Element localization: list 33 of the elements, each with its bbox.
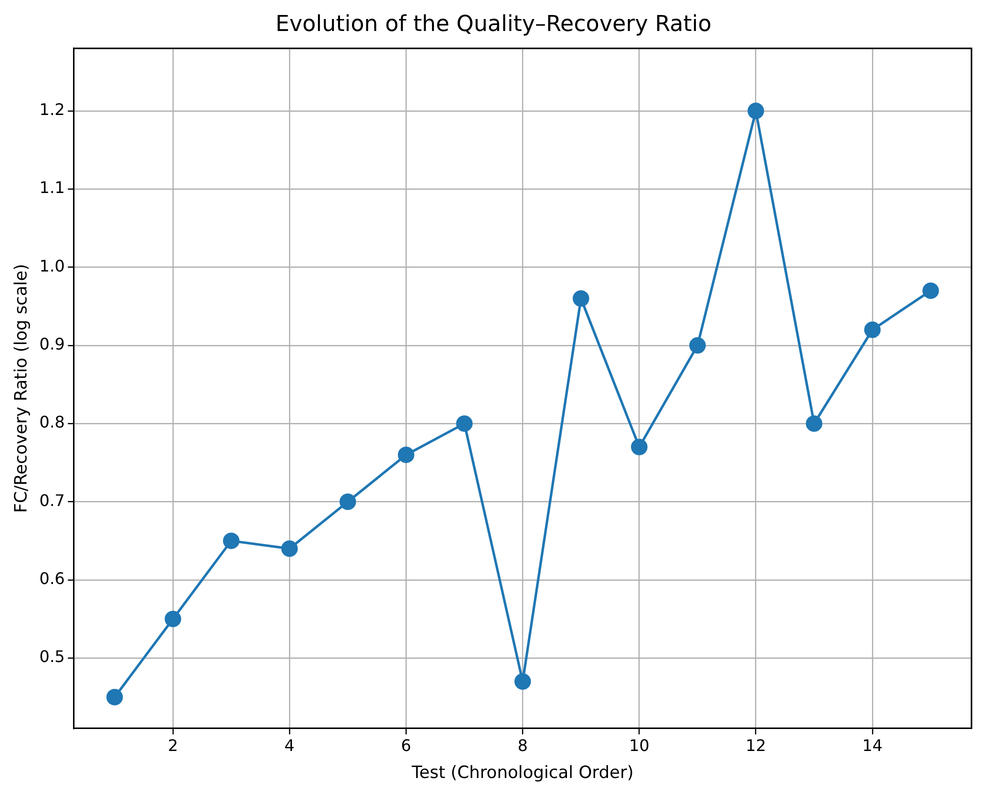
y-tick-label: 0.5 [39, 647, 65, 666]
x-axis-title: Test (Chronological Order) [410, 763, 634, 784]
y-axis-title: FC/Recovery Ratio (log scale) [12, 264, 32, 513]
y-tick-label: 1.1 [39, 178, 65, 198]
point [514, 673, 531, 690]
point [106, 688, 123, 706]
point [572, 290, 590, 307]
y-tick-label: 0.7 [39, 490, 65, 510]
point [281, 540, 298, 557]
x-tick-label: 8 [518, 736, 528, 756]
y-tick-label: 0.6 [39, 569, 65, 588]
point [631, 438, 648, 456]
point [864, 322, 881, 338]
x-tick-label: 2 [168, 736, 178, 756]
x-tick-label: 6 [401, 736, 412, 756]
point [222, 532, 240, 550]
y-tick-label: 1.2 [39, 100, 65, 120]
x-tick-label: 14 [862, 736, 883, 756]
x-tick-label: 4 [284, 736, 295, 756]
x-tick-label: 12 [746, 736, 766, 756]
point [398, 446, 414, 464]
point [806, 415, 822, 432]
point [748, 102, 764, 120]
y-tick-label: 0.9 [39, 334, 65, 354]
chart-title: Evolution of the Quality–Recovery Ratio [276, 12, 712, 37]
x-tick-label: 10 [629, 736, 650, 756]
y-tick-label: 0.8 [39, 412, 65, 432]
point [456, 415, 473, 432]
point [340, 493, 356, 510]
y-tick-label: 1.0 [39, 256, 65, 276]
point [164, 610, 182, 628]
point [689, 337, 706, 354]
point [922, 282, 939, 299]
